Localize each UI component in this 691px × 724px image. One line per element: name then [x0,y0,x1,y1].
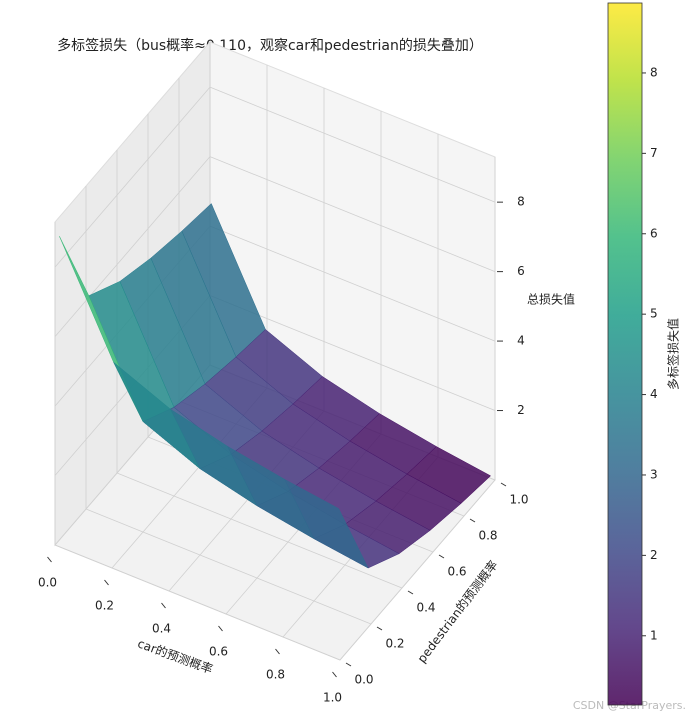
y-tick-label: 1.0 [509,493,528,507]
y-tick-label: 0.8 [478,529,497,543]
y-tick-label: 0.4 [416,601,435,615]
y-tick [407,590,414,595]
y-tick [438,554,445,559]
x-tick-label: 0.0 [38,576,57,590]
grid-line [339,479,496,661]
z-axis-label: 总损失值 [527,292,575,307]
x-tick-label: 1.0 [323,691,342,705]
colorbar-tick-label: 8 [650,65,658,79]
x-tick [47,556,52,563]
y-tick [376,626,383,631]
x-tick [275,648,280,655]
colorbar [607,2,643,706]
z-tick-label: 6 [517,264,525,278]
y-tick-label: 0.6 [447,565,466,579]
colorbar-tick-label: 5 [650,307,658,321]
x-tick-label: 0.2 [95,599,114,613]
y-tick-label: 0.2 [385,637,404,651]
grid-line [85,508,372,625]
x-tick-label: 0.6 [209,645,228,659]
colorbar-tick-label: 7 [650,146,658,160]
x-axis-label: car的预测概率 [136,636,215,677]
colorbar-label: 多标签损失值 [666,318,681,390]
chart-title: 多标签损失（bus概率≈0.110，观察car和pedestrian的损失叠加） [57,37,483,54]
colorbar-tick-label: 1 [650,628,658,642]
z-tick-label: 2 [517,403,525,417]
x-tick [104,579,109,586]
colorbar-tick-label: 2 [650,548,658,562]
grid-line [54,544,341,661]
grid-line [209,156,496,272]
grid-line [209,86,496,203]
colorbar-tick-label: 4 [650,387,658,401]
x-tick [218,625,223,632]
y-tick [469,518,476,523]
x-tick [161,602,166,609]
y-tick [345,662,352,667]
z-tick-label: 8 [517,195,525,209]
surface-patch [283,478,369,569]
z-tick-label: 4 [517,334,525,348]
grid-line [54,86,211,268]
grid-line [116,472,403,589]
colorbar-tick-label: 6 [650,226,658,240]
grid-line [209,225,496,342]
x-tick-label: 0.8 [266,668,285,682]
y-tick-label: 0.0 [354,673,373,687]
x-tick [332,671,337,678]
colorbar-tick-label: 3 [650,467,658,481]
grid-line [54,156,211,337]
watermark: CSDN @StarPrayers. [573,699,686,712]
y-tick [500,482,507,487]
x-tick-label: 0.4 [152,622,171,636]
